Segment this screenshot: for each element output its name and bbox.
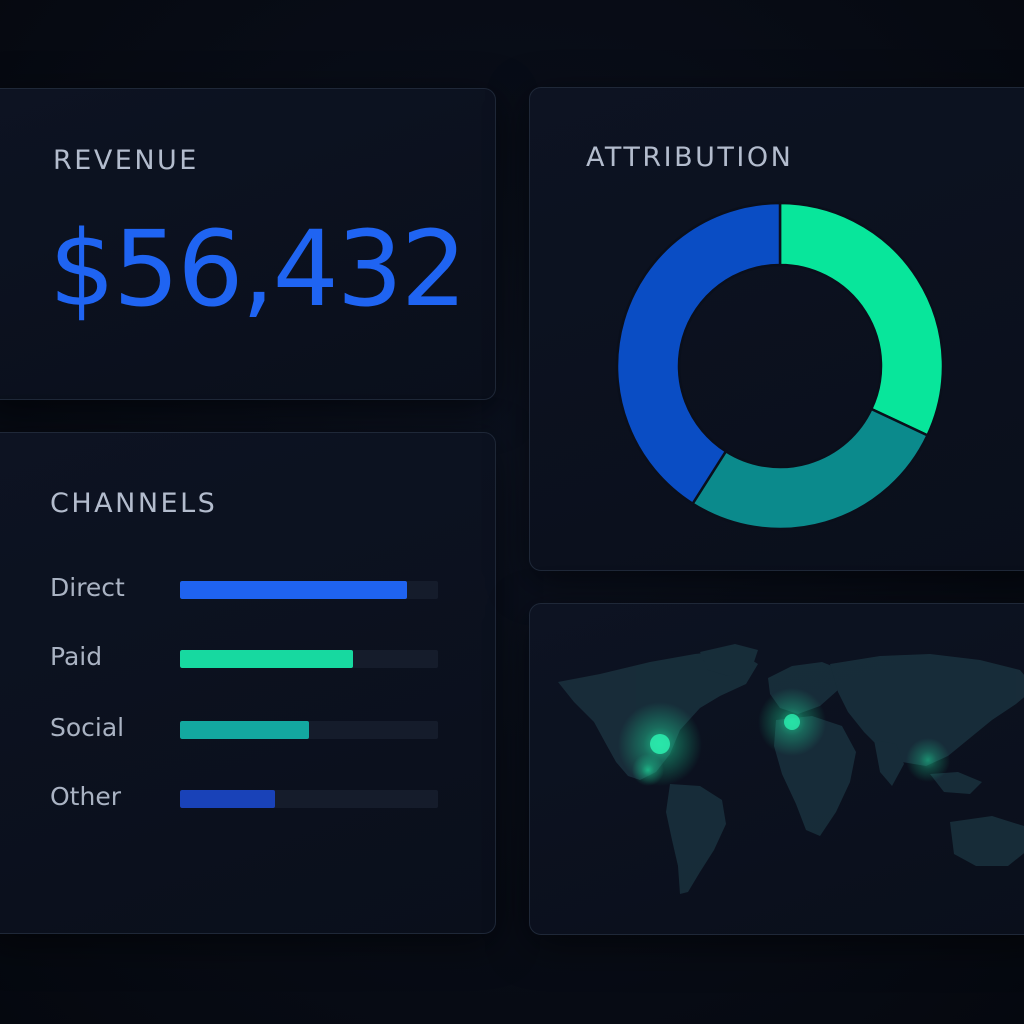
channel-bar-track: [180, 790, 438, 808]
channel-row-paid: Paid: [0, 638, 495, 678]
hotspot-east-asia: [906, 738, 950, 782]
revenue-value: $56,432: [49, 208, 467, 330]
continent-greenland: [700, 644, 758, 676]
channel-bar-fill: [180, 721, 309, 739]
channel-bar-fill: [180, 650, 353, 668]
revenue-title: REVENUE: [53, 145, 199, 176]
channel-bar-fill: [180, 790, 276, 808]
continent-asia: [830, 654, 1024, 766]
channel-label: Direct: [50, 573, 125, 602]
attribution-title: ATTRIBUTION: [586, 142, 794, 173]
continent-australia: [950, 816, 1024, 866]
hotspot-europe-center: [784, 714, 800, 730]
hotspot-mexico: [632, 754, 664, 786]
channel-bar-track: [180, 650, 438, 668]
attribution-donut-chart: [615, 201, 945, 531]
donut-slice: [690, 407, 930, 531]
revenue-card: REVENUE $56,432: [0, 88, 496, 400]
channel-bar-track: [180, 581, 438, 599]
world-map-card: [529, 603, 1024, 935]
channel-row-direct: Direct: [0, 569, 495, 609]
channel-row-social: Social: [0, 709, 495, 749]
donut-slice: [615, 201, 782, 506]
channel-bar-fill: [180, 581, 408, 599]
channels-card: CHANNELS Direct Paid Social Other: [0, 432, 496, 934]
channel-row-other: Other: [0, 778, 495, 818]
donut-slice: [778, 201, 945, 438]
continent-south-america: [666, 784, 726, 894]
channels-title: CHANNELS: [50, 488, 218, 519]
channel-label: Other: [50, 782, 121, 811]
channel-label: Paid: [50, 642, 103, 671]
channel-label: Social: [50, 713, 125, 742]
hotspot-north-america-center: [650, 734, 670, 754]
continent-southeast-asia: [930, 772, 982, 794]
continent-india: [874, 740, 904, 786]
channel-bar-track: [180, 721, 438, 739]
attribution-card: ATTRIBUTION: [529, 87, 1024, 571]
world-map: [558, 644, 1024, 894]
